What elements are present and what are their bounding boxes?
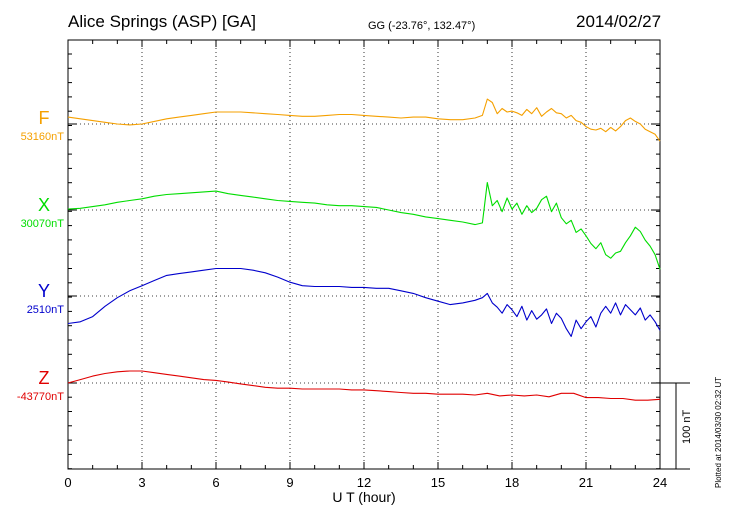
scale-bar-label: 100 nT <box>681 409 693 444</box>
series-line-y <box>67 267 661 337</box>
scale-bar: 100 nT <box>660 382 693 470</box>
baseline-value-y: 2510nT <box>27 304 65 316</box>
x-axis-title: U T (hour) <box>332 489 395 505</box>
station-title: Alice Springs (ASP) [GA] <box>68 12 256 31</box>
plotted-at-note: Plotted at 2014/03/30 02:32 UT <box>714 377 723 488</box>
component-letter-z: Z <box>39 368 50 388</box>
x-tick-label: 24 <box>653 475 667 490</box>
x-tick-label: 18 <box>505 475 519 490</box>
baseline-value-z: -43770nT <box>17 391 64 403</box>
component-letter-x: X <box>38 195 50 215</box>
series-labels: F 53160nT X 30070nT Y 2510nT Z -43770nT <box>17 108 64 403</box>
x-tick-label: 3 <box>138 475 145 490</box>
x-tick-label: 15 <box>431 475 445 490</box>
coordinates-label: GG (-23.76°, 132.47°) <box>368 20 475 32</box>
x-tick-label: 21 <box>579 475 593 490</box>
axis-ticks: 0 3 6 9 12 15 18 21 24 <box>64 40 667 490</box>
baseline-value-f: 53160nT <box>21 131 65 143</box>
x-tick-label: 9 <box>286 475 293 490</box>
component-letter-f: F <box>39 108 50 128</box>
component-letter-y: Y <box>38 281 50 301</box>
series-lines <box>67 98 661 401</box>
baseline-value-x: 30070nT <box>21 218 65 230</box>
x-tick-label: 6 <box>212 475 219 490</box>
series-line-z <box>67 370 661 401</box>
gridlines <box>68 40 660 469</box>
x-tick-label: 0 <box>64 475 71 490</box>
series-line-x <box>67 181 661 270</box>
series-line-f <box>67 98 661 142</box>
date-label: 2014/02/27 <box>576 12 661 31</box>
x-tick-label: 12 <box>357 475 371 490</box>
